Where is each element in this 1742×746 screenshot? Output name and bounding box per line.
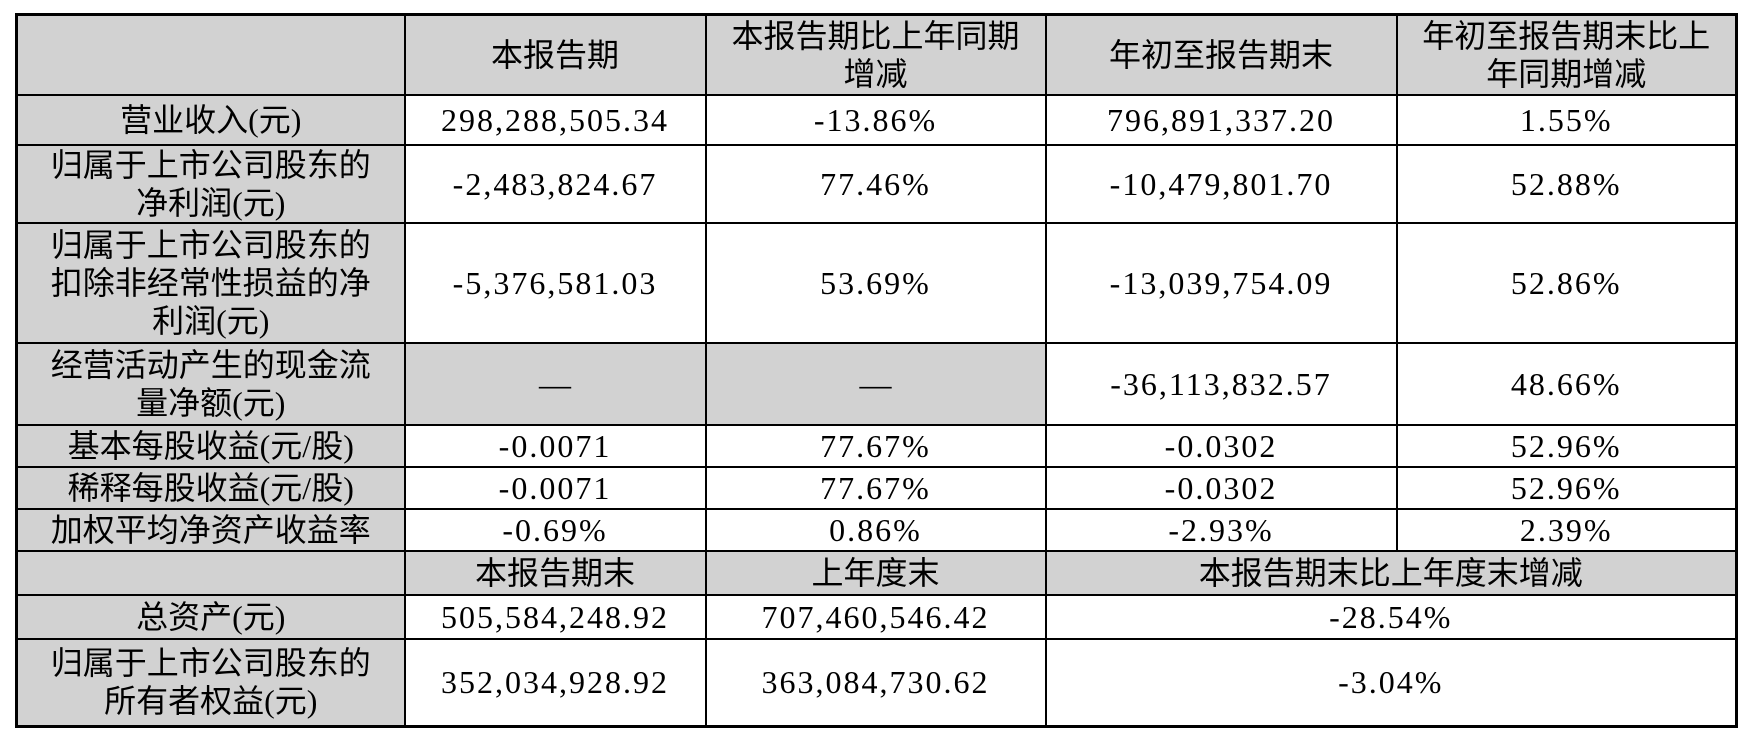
value-cell: -2,483,824.67 [403,143,707,224]
value-cell: -0.0071 [403,423,707,468]
value-cell: 796,891,337.20 [1044,93,1398,146]
value-cell: -2.93% [1044,507,1398,552]
value-cell: 77.46% [704,143,1047,224]
header-cell-period-end: 本报告期末 [403,549,707,596]
row-label-cell: 基本每股收益(元/股) [15,423,406,468]
value-cell: 352,034,928.92 [403,637,707,728]
header-cell-ytd-change: 年初至报告期末比上年同期增减 [1395,13,1738,96]
value-cell: -3.04% [1044,637,1738,728]
row-label-cell: 营业收入(元) [15,93,406,146]
table-row-total-assets: 总资产(元) 505,584,248.92 707,460,546.42 -28… [15,593,1738,640]
value-cell: -5,376,581.03 [403,221,707,344]
value-cell: 2.39% [1395,507,1738,552]
value-cell: -0.0302 [1044,423,1398,468]
table-row-operating-cash-flow: 经营活动产生的现金流量净额(元) — — -36,113,832.57 48.6… [15,341,1738,426]
header-cell-prev-yearend: 上年度末 [704,549,1047,596]
table-row-diluted-eps: 稀释每股收益(元/股) -0.0071 77.67% -0.0302 52.96… [15,465,1738,510]
header-row-current: 本报告期 本报告期比上年同期增减 年初至报告期末 年初至报告期末比上年同期增减 [15,13,1738,96]
row-label-cell: 归属于上市公司股东的净利润(元) [15,143,406,224]
value-cell: 1.55% [1395,93,1738,146]
value-cell-dash: — [704,341,1047,426]
row-label-cell: 总资产(元) [15,593,406,640]
row-label-cell: 稀释每股收益(元/股) [15,465,406,510]
header-cell-ytd: 年初至报告期末 [1044,13,1398,96]
corner-cell [15,13,406,96]
corner-cell [15,549,406,596]
value-cell: -0.0302 [1044,465,1398,510]
value-cell: -36,113,832.57 [1044,341,1398,426]
value-cell: 363,084,730.62 [704,637,1047,728]
value-cell-dash: — [403,341,707,426]
table-row-net-profit: 归属于上市公司股东的净利润(元) -2,483,824.67 77.46% -1… [15,143,1738,224]
value-cell: 52.96% [1395,423,1738,468]
value-cell: 77.67% [704,423,1047,468]
row-label-cell: 加权平均净资产收益率 [15,507,406,552]
value-cell: 52.88% [1395,143,1738,224]
header-row-yearend: 本报告期末 上年度末 本报告期末比上年度末增减 [15,549,1738,596]
value-cell: -28.54% [1044,593,1738,640]
value-cell: 0.86% [704,507,1047,552]
value-cell: -0.69% [403,507,707,552]
value-cell: 77.67% [704,465,1047,510]
header-cell-end-change: 本报告期末比上年度末增减 [1044,549,1738,596]
row-label-cell: 经营活动产生的现金流量净额(元) [15,341,406,426]
value-cell: 707,460,546.42 [704,593,1047,640]
header-cell-period-change: 本报告期比上年同期增减 [704,13,1047,96]
value-cell: 505,584,248.92 [403,593,707,640]
value-cell: -0.0071 [403,465,707,510]
table-row-net-profit-excl-nonrecurring: 归属于上市公司股东的扣除非经常性损益的净利润(元) -5,376,581.03 … [15,221,1738,344]
financial-summary-table: 本报告期 本报告期比上年同期增减 年初至报告期末 年初至报告期末比上年同期增减 … [15,13,1738,728]
table-row-revenue: 营业收入(元) 298,288,505.34 -13.86% 796,891,3… [15,93,1738,146]
value-cell: 53.69% [704,221,1047,344]
row-label-cell: 归属于上市公司股东的扣除非经常性损益的净利润(元) [15,221,406,344]
value-cell: -13.86% [704,93,1047,146]
value-cell: -13,039,754.09 [1044,221,1398,344]
row-label-cell: 归属于上市公司股东的所有者权益(元) [15,637,406,728]
table-row-weighted-roe: 加权平均净资产收益率 -0.69% 0.86% -2.93% 2.39% [15,507,1738,552]
value-cell: 52.96% [1395,465,1738,510]
value-cell: 298,288,505.34 [403,93,707,146]
value-cell: 52.86% [1395,221,1738,344]
header-cell-period: 本报告期 [403,13,707,96]
table-row-owners-equity: 归属于上市公司股东的所有者权益(元) 352,034,928.92 363,08… [15,637,1738,728]
table-row-basic-eps: 基本每股收益(元/股) -0.0071 77.67% -0.0302 52.96… [15,423,1738,468]
value-cell: 48.66% [1395,341,1738,426]
value-cell: -10,479,801.70 [1044,143,1398,224]
